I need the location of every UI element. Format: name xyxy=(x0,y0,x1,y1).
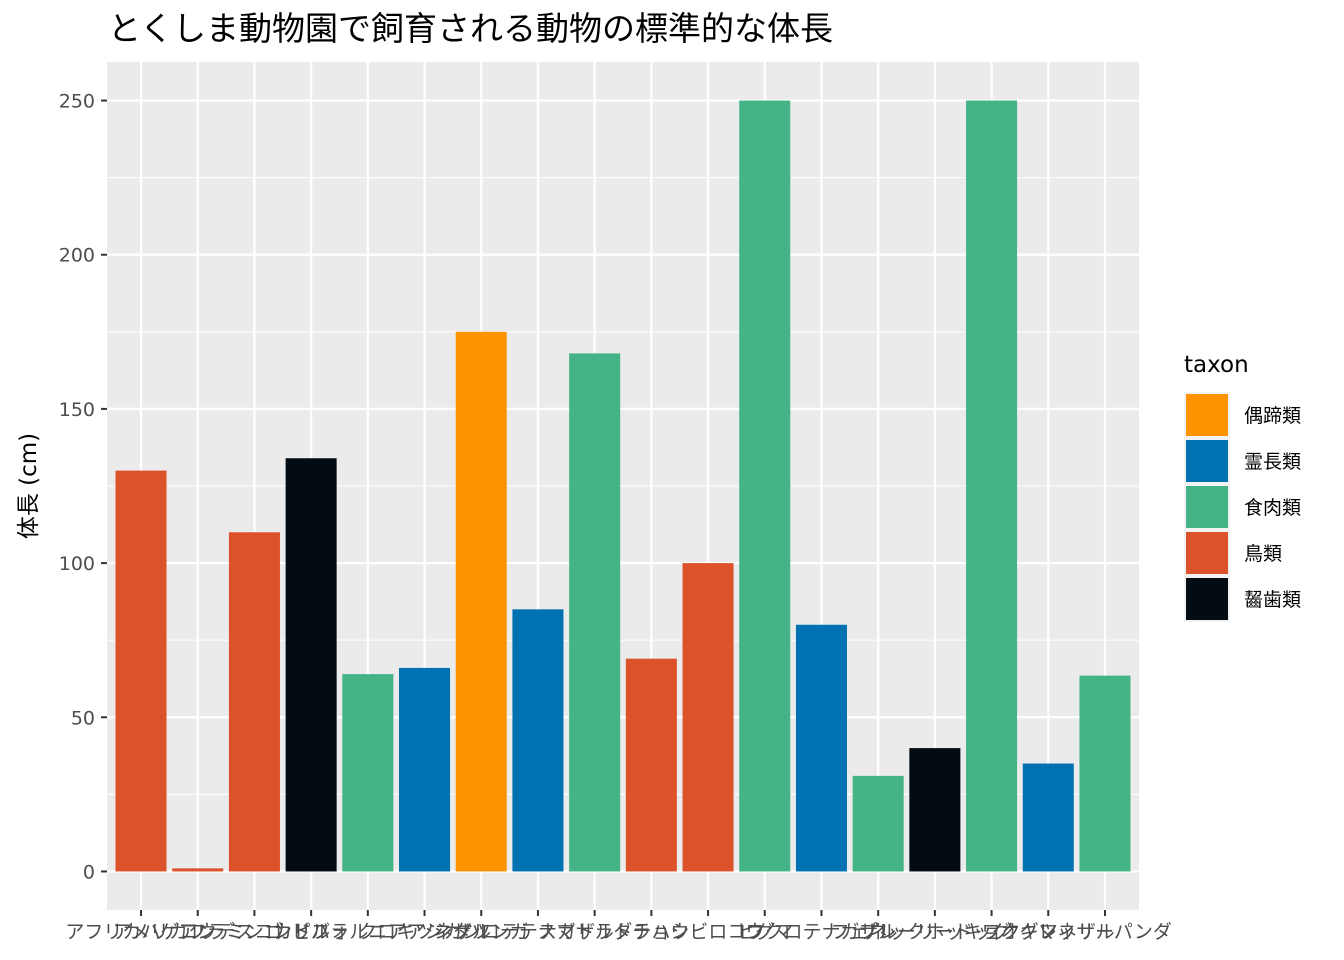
y-tick-label: 50 xyxy=(71,707,95,729)
x-tick-label: カピバラ xyxy=(273,921,349,943)
legend-label: 霊長類 xyxy=(1244,451,1301,473)
y-tick-label: 250 xyxy=(59,91,95,113)
legend-swatch xyxy=(1186,440,1228,482)
bar xyxy=(852,775,904,872)
bar xyxy=(512,609,564,872)
x-tick-label: ワオキツネザル xyxy=(982,921,1115,943)
x-tick-label: レッサーパンダ xyxy=(1038,921,1172,943)
legend-label: 鳥類 xyxy=(1244,543,1282,565)
x-tick-label: ダチョウ xyxy=(613,921,689,943)
bar xyxy=(115,470,167,872)
y-axis-title: 体長 (cm) xyxy=(16,433,42,539)
x-tick-label: シタツンガ xyxy=(434,921,529,943)
bar xyxy=(285,458,337,872)
x-tick-label: スマトラトラ xyxy=(538,921,651,943)
bar xyxy=(1022,763,1074,872)
x-tick-label: クロキツネザル xyxy=(358,921,491,943)
x-axis-ticks: アフリカハゲコウアメリカフラミンゴアンデスコンドルカピバラカリフォルニアアシカク… xyxy=(65,910,1172,943)
x-tick-label: アフリカハゲコウ xyxy=(65,921,216,943)
legend-swatch xyxy=(1186,532,1228,574)
legend-swatch xyxy=(1186,578,1228,620)
x-tick-label: ホッキョクグマ xyxy=(925,921,1057,943)
bar xyxy=(172,868,224,872)
legend-label: 齧歯類 xyxy=(1244,589,1301,611)
x-tick-label: フェネック xyxy=(831,921,926,943)
x-tick-label: シロテテナガザル xyxy=(462,921,614,943)
bar xyxy=(909,748,961,872)
bar xyxy=(1079,675,1131,872)
y-axis-ticks: 0 50 100 150 200 250 xyxy=(59,91,107,883)
bar xyxy=(342,674,394,872)
bar xyxy=(682,563,734,872)
x-tick-label: プレーリードッグ xyxy=(859,921,1011,943)
x-tick-label: ヒグマ xyxy=(736,921,793,943)
x-tick-label: アメリカフラミンゴ xyxy=(113,921,283,943)
y-tick-label: 150 xyxy=(59,399,95,421)
legend-swatch xyxy=(1186,394,1228,436)
x-tick-label: ハシビロコウ xyxy=(651,921,764,943)
y-tick-label: 0 xyxy=(83,861,95,883)
bar xyxy=(625,658,677,872)
bar xyxy=(795,624,847,872)
legend-label: 偶蹄類 xyxy=(1244,405,1301,427)
bar xyxy=(228,532,280,872)
bars xyxy=(115,100,1131,872)
bar xyxy=(399,667,451,872)
x-tick-label: カリフォルニアアシカ xyxy=(273,921,462,943)
y-tick-label: 200 xyxy=(59,245,95,267)
legend-swatch xyxy=(1186,486,1228,528)
bar xyxy=(966,100,1018,872)
x-tick-label: アンデスコンドル xyxy=(179,921,330,943)
bar xyxy=(569,353,621,872)
y-tick-label: 100 xyxy=(59,553,95,575)
legend-label: 食肉類 xyxy=(1244,497,1301,519)
legend-title: taxon xyxy=(1184,352,1249,378)
chart-title: とくしま動物園で飼育される動物の標準的な体長 xyxy=(108,9,833,48)
x-tick-label: フクロテナガザル xyxy=(745,921,897,943)
bar xyxy=(455,331,507,872)
bar xyxy=(739,100,791,872)
